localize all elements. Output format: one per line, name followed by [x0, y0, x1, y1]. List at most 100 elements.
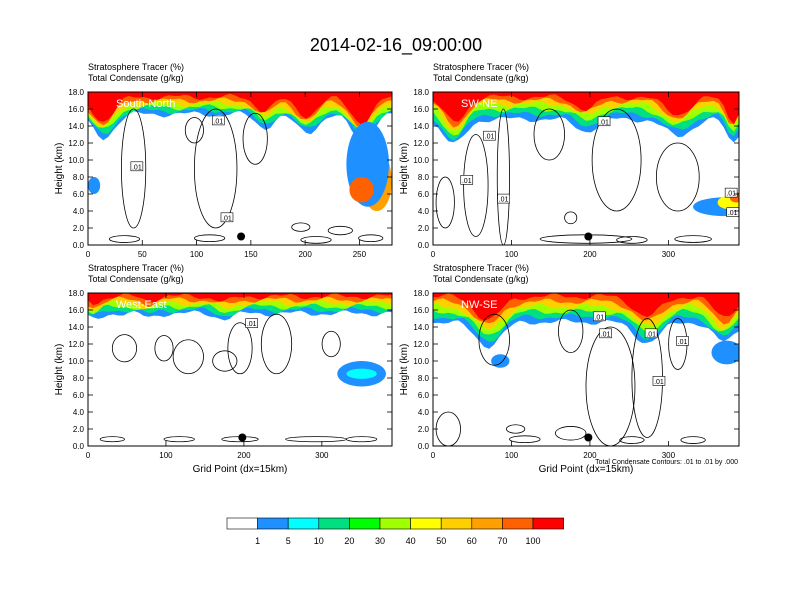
panel-1: .01 .01 .01 South-North Stratosphere Tracer …: [54, 62, 393, 259]
x-tick-label: 300: [662, 250, 676, 259]
contour-line: [496, 108, 510, 245]
location-marker: [584, 433, 593, 442]
plot-frame: [87, 292, 393, 447]
tracer-band: [433, 92, 739, 124]
x-tick-label: 0: [431, 250, 436, 259]
x-tick-label: 100: [505, 250, 519, 259]
tracer-blob: [346, 368, 377, 379]
tracer-blob: [349, 177, 374, 203]
panels: .01 .01 .01 South-North Stratosphere Tracer …: [54, 62, 740, 475]
tracer-band: [433, 293, 739, 321]
plot-frame: [432, 292, 740, 447]
contour-label-box: [220, 212, 234, 223]
contour-line: [674, 235, 712, 243]
tracer-field: .01 .01 .01 .01 .01 .01: [433, 92, 739, 245]
plot-frame: [87, 91, 393, 246]
panel-4: .01 .01 .01 .01 .01 NW-SE Stratosphere Tracer …: [399, 263, 740, 475]
contour-line: [555, 426, 587, 441]
contour-label-box: [724, 187, 738, 198]
contour-line: [260, 313, 293, 375]
subtitle-tracer: Stratosphere Tracer (%): [88, 263, 184, 273]
y-tick-label: 0.0: [73, 241, 85, 250]
y-tick-label: 10.0: [413, 357, 429, 366]
contour-line: [619, 436, 645, 444]
colorbar-swatch: [318, 517, 350, 530]
tracer-field: .01 .01 .01 .01 .01: [433, 293, 739, 446]
colorbar-swatch: [410, 517, 442, 530]
contour-label: .01: [654, 379, 664, 386]
contour-line: [108, 235, 141, 243]
colorbar-swatch: [226, 517, 258, 530]
contour-label: .01: [599, 119, 609, 126]
y-tick-label: 6.0: [73, 391, 85, 400]
contour-label-box: [483, 130, 496, 141]
colorbar-label: 50: [436, 536, 446, 546]
contour-footnote: Total Condensate Contours: .01 to .01 by…: [595, 459, 738, 466]
y-tick-label: 14.0: [68, 122, 84, 131]
contour-line: [564, 211, 578, 225]
contour-line: [212, 350, 238, 372]
contour-line: [358, 234, 384, 243]
y-tick-label: 12.0: [68, 340, 84, 349]
y-tick-label: 16.0: [413, 105, 429, 114]
tracer-field: .01: [88, 293, 392, 446]
y-tick-label: 18.0: [413, 289, 429, 298]
contour-line: [680, 436, 706, 444]
y-tick-label: 2.0: [73, 425, 85, 434]
y-tick-label: 6.0: [418, 391, 430, 400]
contour-label: .01: [726, 191, 736, 198]
contour-label-box: [593, 311, 606, 322]
subtitle-condensate: Total Condensate (g/kg): [88, 73, 184, 83]
tracer-blob: [88, 177, 101, 194]
y-tick-label: 12.0: [413, 139, 429, 148]
y-tick-label: 12.0: [68, 139, 84, 148]
panel-2: .01 .01 .01 .01 .01 .01 SW-NE Stratosphere Trac…: [399, 62, 740, 259]
subtitle-tracer: Stratosphere Tracer (%): [88, 62, 184, 72]
colorbar-swatch: [257, 517, 289, 530]
contour-line: [463, 134, 489, 237]
y-tick-label: 14.0: [413, 122, 429, 131]
contour-label: .01: [499, 197, 509, 204]
x-tick-label: 200: [298, 250, 312, 259]
contour-label-box: [599, 328, 612, 339]
y-tick-label: 10.0: [413, 156, 429, 165]
contour-line: [321, 330, 341, 358]
subtitle-condensate: Total Condensate (g/kg): [433, 73, 529, 83]
x-tick-label: 200: [237, 451, 251, 460]
tracer-band: [88, 92, 392, 125]
contour-line: [111, 334, 138, 363]
panel-label: NW-SE: [461, 299, 497, 311]
contour-label-box: [597, 116, 611, 127]
y-tick-label: 10.0: [68, 156, 84, 165]
y-tick-label: 14.0: [413, 323, 429, 332]
x-tick-label: 300: [662, 451, 676, 460]
y-tick-label: 4.0: [73, 207, 85, 216]
condensate-contours: [108, 108, 384, 244]
contour-line: [300, 236, 332, 244]
contour-label-box: [652, 376, 666, 386]
x-tick-label: 100: [505, 451, 519, 460]
subtitle-condensate: Total Condensate (g/kg): [433, 274, 529, 284]
x-tick-label: 300: [315, 451, 329, 460]
contour-label: .01: [646, 331, 656, 338]
contour-line: [558, 309, 584, 353]
contour-line: [616, 236, 648, 244]
x-tick-label: 0: [86, 250, 91, 259]
contour-label: .01: [462, 178, 472, 185]
contour-line: [533, 108, 565, 161]
contour-label: .01: [213, 118, 223, 125]
y-axis-label: Height (km): [399, 143, 410, 195]
y-tick-label: 18.0: [68, 88, 84, 97]
contour-label: .01: [132, 164, 142, 171]
y-tick-label: 0.0: [73, 442, 85, 451]
location-marker: [584, 232, 593, 241]
colorbar-swatch: [440, 517, 473, 530]
contour-label-box: [676, 336, 689, 346]
condensate-contours: [435, 309, 706, 446]
plot-frame: [432, 91, 740, 246]
x-tick-label: 200: [583, 250, 597, 259]
subtitle-tracer: Stratosphere Tracer (%): [433, 263, 529, 273]
contour-line: [184, 117, 204, 144]
colorbar-swatch: [379, 517, 411, 530]
x-tick-label: 250: [353, 250, 367, 259]
